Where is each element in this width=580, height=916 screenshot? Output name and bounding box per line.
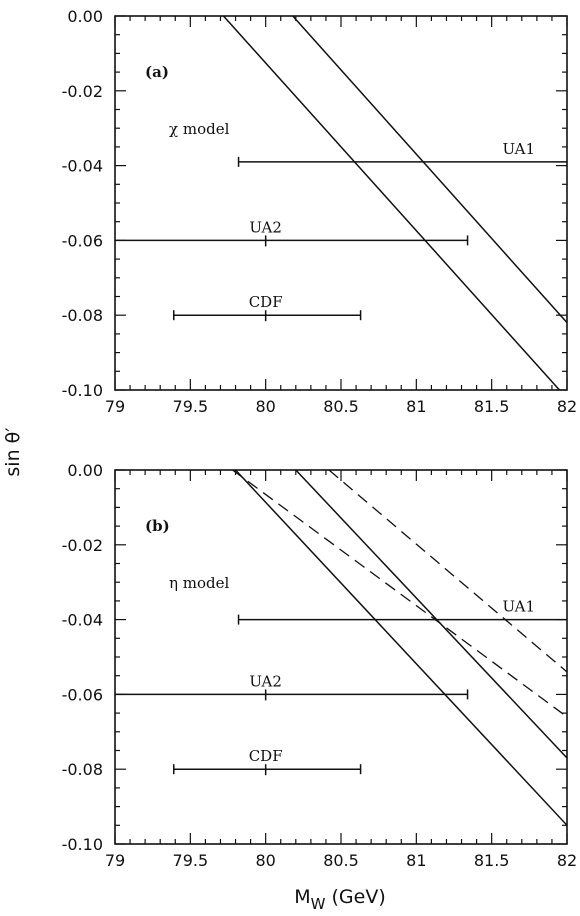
x-tick-label: 79.5 [173, 397, 209, 416]
plot-frame-b [114, 469, 568, 845]
y-tick-label: -0.06 [62, 685, 103, 704]
solid-band-line-1 [292, 16, 567, 324]
x-tick-label: 82 [557, 851, 577, 870]
x-tick-label: 80.5 [323, 851, 359, 870]
x-axis-title-unit: (GeV) [325, 886, 385, 908]
measurement-label-cdf: CDF [249, 747, 283, 765]
x-tick-label: 81.5 [474, 397, 510, 416]
x-tick-label: 79.5 [173, 851, 209, 870]
dashed-band-line-3 [328, 470, 567, 673]
y-tick-label: 0.00 [67, 461, 103, 480]
dashed-band-line-2 [232, 470, 567, 718]
plot-frame-a [114, 15, 568, 391]
measurement-label-ua1: UA1 [503, 598, 536, 616]
x-axis-title: MW (GeV) [294, 886, 386, 913]
x-tick-label: 79 [105, 851, 125, 870]
y-tick-label: -0.06 [62, 231, 103, 250]
panel-label: (b) [145, 517, 170, 535]
panel-b: 79 79.5 80 80.5 81 81.5 82 0.00 -0.02 -0.04 -0.06 -… [62, 461, 578, 870]
panel-a: 79 79.5 80 80.5 81 81.5 82 0.00 -0.02 -0.04 -0.06 -… [62, 7, 578, 416]
model-label: χ model [169, 120, 230, 138]
y-tick-label: -0.08 [62, 306, 103, 325]
x-tick-label: 81 [406, 851, 426, 870]
y-tick-label: -0.04 [62, 611, 103, 630]
measurement-label-cdf: CDF [249, 293, 283, 311]
y-tick-label: -0.10 [62, 381, 103, 400]
x-axis-title-sub: W [311, 895, 326, 913]
panel-label: (a) [145, 63, 169, 81]
y-tick-label: -0.02 [62, 82, 103, 101]
model-label: η model [169, 574, 229, 592]
y-tick-label: -0.04 [62, 157, 103, 176]
x-tick-label: 79 [105, 397, 125, 416]
x-axis-title-main: M [294, 886, 310, 908]
x-tick-label: 80 [255, 397, 275, 416]
x-tick-label: 82 [557, 397, 577, 416]
x-tick-label: 81.5 [474, 851, 510, 870]
y-tick-label: 0.00 [67, 7, 103, 26]
y-tick-label: -0.08 [62, 760, 103, 779]
measurement-label-ua2: UA2 [249, 218, 282, 236]
measurement-label-ua1: UA1 [503, 140, 536, 158]
solid-band-line-0 [234, 470, 567, 826]
x-tick-label: 81 [406, 397, 426, 416]
y-axis-title: sin θ′ [2, 427, 24, 476]
solid-band-line-0 [222, 16, 561, 390]
solid-band-line-1 [295, 470, 567, 759]
measurement-label-ua2: UA2 [249, 672, 282, 690]
x-tick-label: 80 [255, 851, 275, 870]
y-tick-label: -0.02 [62, 536, 103, 555]
y-tick-label: -0.10 [62, 835, 103, 854]
x-tick-label: 80.5 [323, 397, 359, 416]
